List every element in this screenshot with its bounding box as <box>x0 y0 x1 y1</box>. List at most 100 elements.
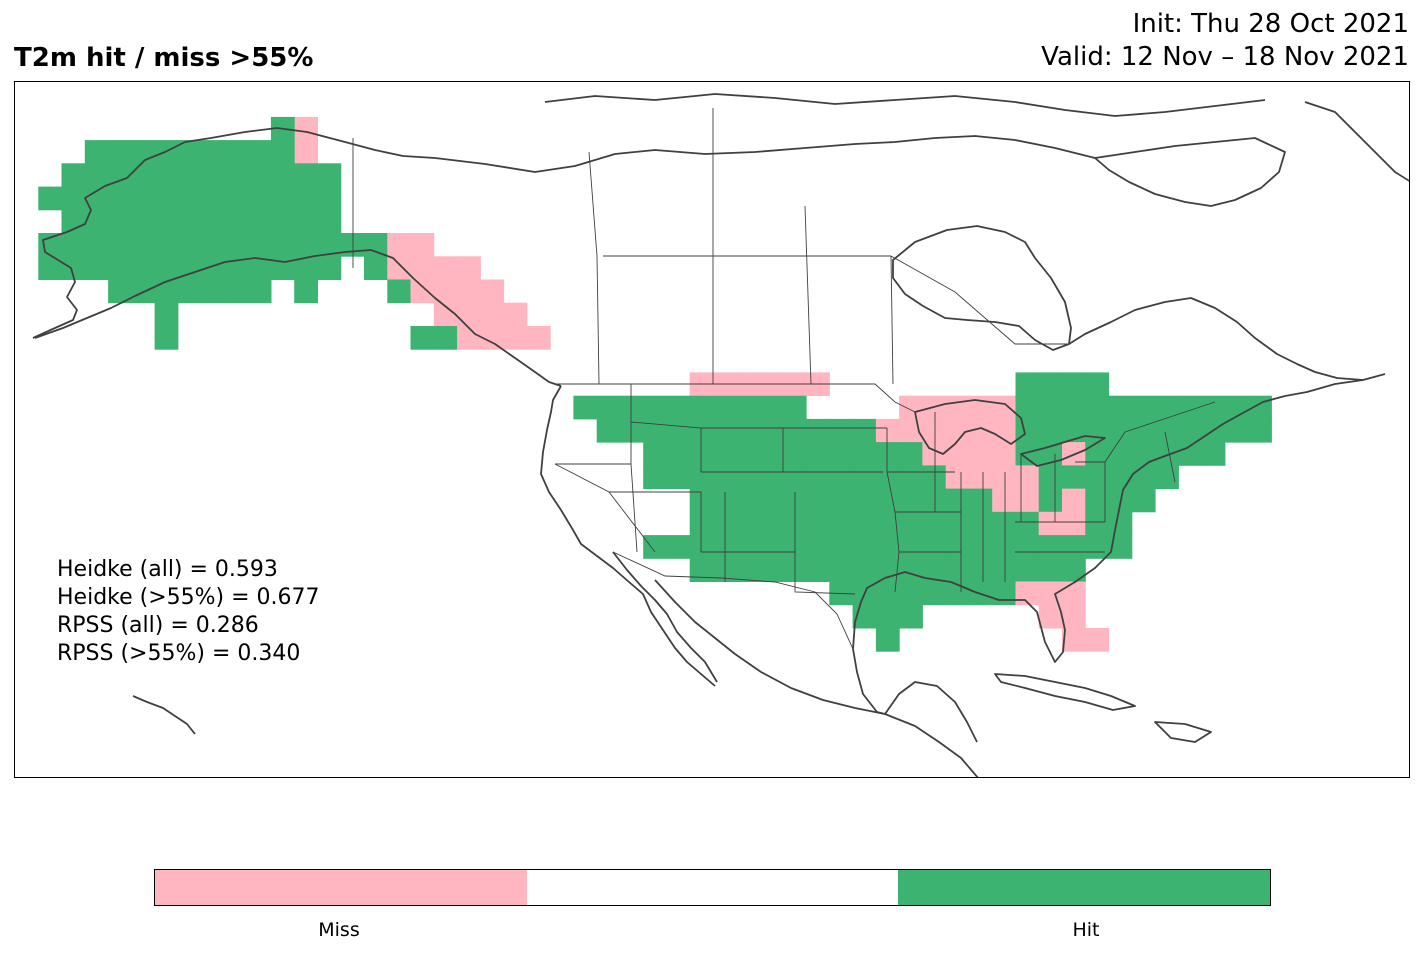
hit-cell <box>364 256 388 280</box>
hit-cell <box>806 465 830 490</box>
hit-cell <box>829 465 854 490</box>
miss-cell <box>1062 628 1086 652</box>
miss-cell <box>968 465 993 490</box>
colorbar-hit-swatch <box>898 870 1271 905</box>
hit-cell <box>108 163 132 187</box>
miss-cell <box>294 140 318 164</box>
hit-cell <box>689 418 714 443</box>
arctic-coast <box>434 135 1096 173</box>
colorbar-label-hit: Hit <box>1072 919 1100 941</box>
hit-cell <box>968 488 993 513</box>
hit-cell <box>154 326 179 350</box>
hit-cell <box>643 442 667 466</box>
hit-cell <box>922 488 947 513</box>
hit-cell <box>201 186 225 211</box>
hit-cell <box>61 233 86 257</box>
hit-cell <box>1108 418 1133 443</box>
hit-cell <box>852 418 877 443</box>
hit-cell <box>1155 418 1179 443</box>
miss-cell <box>992 442 1016 466</box>
hit-cell <box>759 442 784 466</box>
baffin-island <box>1094 137 1286 207</box>
grid-cells <box>38 116 1272 652</box>
labrador-coast <box>1068 297 1364 381</box>
alaska-coast <box>32 127 436 339</box>
hit-cell <box>736 558 761 582</box>
hit-cell <box>666 465 691 490</box>
hit-cell <box>899 604 923 629</box>
hit-cell <box>643 465 667 490</box>
hit-cell <box>782 465 807 490</box>
miss-cell <box>968 442 993 466</box>
hit-cell <box>131 163 156 187</box>
west-coast <box>540 385 716 687</box>
hit-cell <box>1038 558 1063 582</box>
hit-cell <box>1085 535 1110 559</box>
hit-cell <box>829 488 854 513</box>
miss-cell <box>457 302 481 327</box>
hit-cell <box>224 186 249 211</box>
lake-erie-ontario <box>1020 435 1106 467</box>
hit-cell <box>759 511 784 536</box>
hit-cell <box>899 465 923 490</box>
hit-cell <box>1038 418 1063 443</box>
hit-cell <box>108 140 132 164</box>
hit-cell <box>1015 395 1040 420</box>
hit-cell <box>852 465 877 490</box>
hit-cell <box>1015 442 1040 466</box>
miss-cell <box>387 256 412 280</box>
hit-cell <box>899 488 923 513</box>
hit-cell <box>782 418 807 443</box>
hit-cell <box>852 488 877 513</box>
miss-cell <box>1015 465 1040 490</box>
hit-cell <box>875 535 900 559</box>
hit-cell <box>713 465 737 490</box>
hit-cell <box>829 558 854 582</box>
hit-cell <box>1085 465 1110 490</box>
rpss-55: RPSS (>55%) = 0.340 <box>57 641 301 666</box>
hit-cell <box>108 186 132 211</box>
hit-cell <box>689 442 714 466</box>
hit-cell <box>806 442 830 466</box>
hit-cell <box>1085 372 1110 397</box>
hit-cell <box>410 326 435 350</box>
hit-cell <box>201 279 225 304</box>
hit-cell <box>922 535 947 559</box>
hit-cell <box>247 209 272 234</box>
hit-cell <box>177 140 202 164</box>
hit-cell <box>294 186 318 211</box>
hit-cell <box>1062 465 1086 490</box>
hit-cell <box>1155 395 1179 420</box>
hit-cell <box>84 186 109 211</box>
hit-cell <box>968 558 993 582</box>
hit-cell <box>596 418 621 443</box>
miss-cell <box>968 395 993 420</box>
miss-cell <box>433 302 458 327</box>
hit-cell <box>852 511 877 536</box>
hit-cell <box>852 442 877 466</box>
hit-cell <box>177 233 202 257</box>
hit-cell <box>899 558 923 582</box>
hit-cell <box>84 233 109 257</box>
miss-cell <box>992 395 1016 420</box>
hit-cell <box>689 511 714 536</box>
hit-cell <box>1108 442 1133 466</box>
hit-cell <box>1131 395 1156 420</box>
hit-cell <box>713 442 737 466</box>
hit-cell <box>736 418 761 443</box>
heidke-all: Heidke (all) = 0.593 <box>57 557 278 582</box>
hit-cell <box>270 256 295 280</box>
hit-cell <box>759 418 784 443</box>
miss-cell <box>1038 604 1063 629</box>
miss-cell <box>1062 488 1086 513</box>
hit-cell <box>1085 511 1110 536</box>
hit-cell <box>317 209 342 234</box>
hit-cell <box>201 140 225 164</box>
hit-cell <box>154 186 179 211</box>
miss-cell <box>433 256 458 280</box>
hit-cell <box>992 558 1016 582</box>
political-borders <box>352 108 1216 650</box>
hit-cell <box>1085 488 1110 513</box>
colorbar <box>154 869 1271 906</box>
hit-cell <box>1178 418 1203 443</box>
